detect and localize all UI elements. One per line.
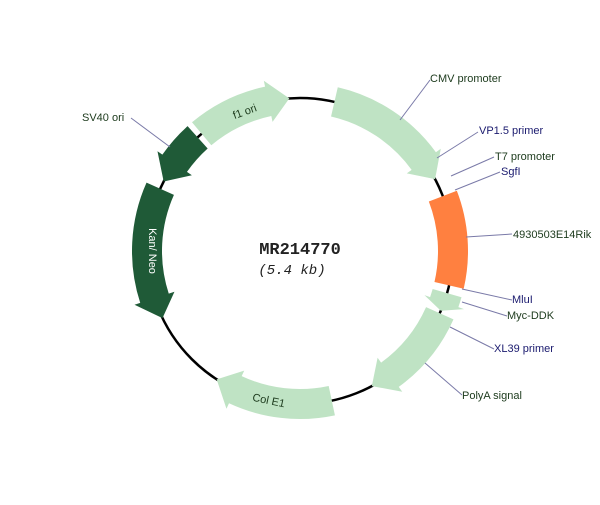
label-mlui: MluI (512, 294, 533, 306)
feature-myc-ddk (424, 289, 465, 311)
feature-f1-ori (192, 80, 290, 146)
label-insert: 4930503E14Rik (513, 229, 592, 241)
label-t7-promoter: T7 promoter (495, 151, 555, 163)
label-cmv-promoter: CMV promoter (430, 73, 502, 85)
plasmid-name: MR214770 (259, 241, 341, 260)
label-polya-signal: PolyA signal (462, 390, 522, 402)
leader-sv40 (130, 117, 171, 148)
leader-insert (465, 233, 513, 238)
leader-vp15 (436, 131, 479, 159)
label-xl39-primer: XL39 primer (494, 343, 554, 355)
label-myc-ddk: Myc-DDK (507, 310, 555, 322)
leader-mycddk (461, 301, 508, 317)
feature-col-e1 (216, 370, 335, 419)
label-kan-neo: Kan/ Neo (146, 228, 158, 274)
label-vp15-primer: VP1.5 primer (479, 125, 544, 137)
leader-polya (424, 362, 463, 396)
feature-polya-signal (371, 307, 454, 392)
plasmid-size: (5.4 kb) (258, 263, 325, 279)
leader-sgfi (454, 171, 501, 191)
leader-cmv (399, 79, 431, 121)
leader-xl39 (449, 326, 495, 350)
feature-sv40-ori (157, 126, 208, 182)
feature-cmv-promoter (331, 87, 441, 180)
leader-t7 (450, 156, 495, 177)
feature-kan-neo (132, 182, 175, 319)
feature-insert (428, 190, 468, 289)
label-sv40-ori: SV40 ori (82, 112, 124, 124)
label-sgfi: SgfI (501, 166, 521, 178)
leader-mlui (461, 288, 513, 301)
